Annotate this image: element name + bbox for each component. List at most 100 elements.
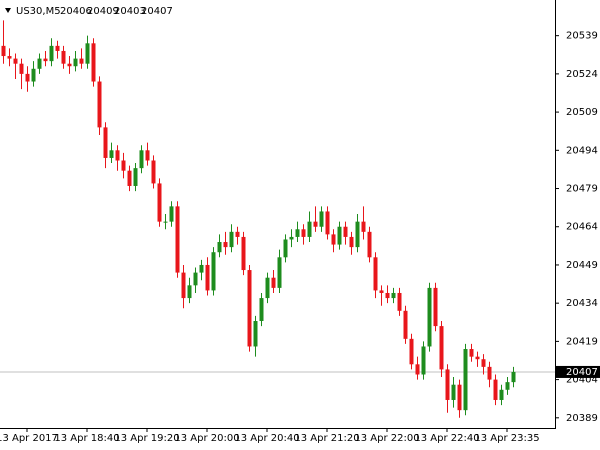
candle-body: [337, 226, 342, 245]
candle-body: [67, 63, 72, 67]
candle-body: [403, 310, 408, 339]
quote-value: 20407: [141, 6, 173, 17]
symbol: US30,M5: [16, 6, 61, 17]
current-price-label: 20407: [566, 367, 598, 378]
candle-body: [217, 242, 222, 253]
candle-body: [25, 73, 30, 82]
y-tick-label: 20479: [566, 184, 598, 195]
candle-body: [253, 321, 258, 347]
candle-body: [391, 292, 396, 299]
candle-body: [109, 150, 114, 158]
y-tick-label: 20389: [566, 413, 598, 424]
candle-body: [121, 160, 126, 171]
y-tick-label: 20539: [566, 31, 598, 42]
x-tick-label: 13 Apr 18:40: [54, 433, 119, 444]
candle-body: [229, 231, 234, 248]
x-tick-label: 13 Apr 22:40: [414, 433, 479, 444]
candle-body: [331, 234, 336, 245]
candle-body: [421, 346, 426, 375]
candle-body: [259, 298, 264, 321]
candle-body: [13, 58, 18, 64]
candle-body: [19, 63, 24, 74]
candle-body: [61, 50, 66, 64]
candle-body: [73, 58, 78, 67]
y-tick-label: 20524: [566, 69, 598, 80]
candle-body: [457, 384, 462, 411]
candle-body: [235, 231, 240, 237]
y-tick-label: 20449: [566, 260, 598, 271]
candle-body: [241, 236, 246, 271]
candle-body: [511, 371, 516, 383]
candle-body: [223, 242, 228, 248]
quote-value: 20409: [87, 6, 119, 17]
candle-body: [211, 252, 216, 291]
candle-body: [319, 211, 324, 227]
candle-body: [127, 170, 132, 186]
candle-body: [169, 206, 174, 222]
candle-body: [283, 239, 288, 258]
x-tick-label: 13 Apr 23:35: [474, 433, 539, 444]
candle-body: [349, 236, 354, 248]
candle-body: [91, 43, 96, 82]
candle-body: [445, 369, 450, 400]
y-tick-label: 20434: [566, 298, 598, 309]
candle-body: [277, 257, 282, 288]
candle-body: [265, 277, 270, 299]
candle-body: [505, 382, 510, 390]
candle-body: [43, 58, 48, 62]
candle-body: [493, 379, 498, 400]
y-tick-label: 20404: [566, 375, 598, 386]
candle-body: [7, 56, 12, 59]
candle-body: [181, 272, 186, 299]
candle-body: [433, 287, 438, 327]
candle-body: [139, 150, 144, 169]
x-tick-label: 13 Apr 20:40: [234, 433, 299, 444]
candle-body: [301, 229, 306, 237]
candle-body: [37, 58, 42, 69]
candle-body: [103, 127, 108, 158]
candle-body: [481, 359, 486, 367]
candle-body: [151, 160, 156, 184]
candle-body: [475, 356, 480, 360]
candle-body: [97, 81, 102, 128]
candle-body: [379, 290, 384, 293]
candle-body: [487, 366, 492, 380]
candle-body: [85, 43, 90, 64]
candle-body: [187, 285, 192, 299]
x-tick-label: 13 Apr 19:20: [114, 433, 179, 444]
candle-body: [295, 229, 300, 237]
candle-body: [205, 264, 210, 291]
quote-value: 20403: [114, 6, 146, 17]
quote-value: 20406: [60, 6, 92, 17]
candle-body: [1, 45, 6, 57]
candle-body: [397, 292, 402, 311]
candle-body: [409, 338, 414, 365]
candle-body: [385, 292, 390, 299]
candle-body: [289, 236, 294, 240]
candle-body: [325, 211, 330, 235]
candle-body: [313, 221, 318, 227]
candle-body: [199, 264, 204, 273]
y-tick-label: 20419: [566, 336, 598, 347]
candle-body: [307, 221, 312, 237]
candle-body: [193, 272, 198, 286]
candle-body: [163, 221, 168, 223]
x-tick-label: 13 Apr 22:00: [354, 433, 419, 444]
candle-body: [367, 231, 372, 258]
candle-body: [49, 45, 54, 62]
candle-body: [361, 221, 366, 232]
y-tick-label: 20464: [566, 222, 598, 233]
candle-body: [133, 168, 138, 186]
candle-body: [373, 257, 378, 291]
candle-body: [415, 364, 420, 375]
candle-body: [157, 183, 162, 222]
menu-triangle[interactable]: [5, 8, 11, 13]
candle-body: [145, 150, 150, 161]
y-tick-label: 20494: [566, 145, 598, 156]
candle-body: [463, 349, 468, 411]
candle-body: [79, 58, 84, 64]
candle-body: [115, 150, 120, 161]
